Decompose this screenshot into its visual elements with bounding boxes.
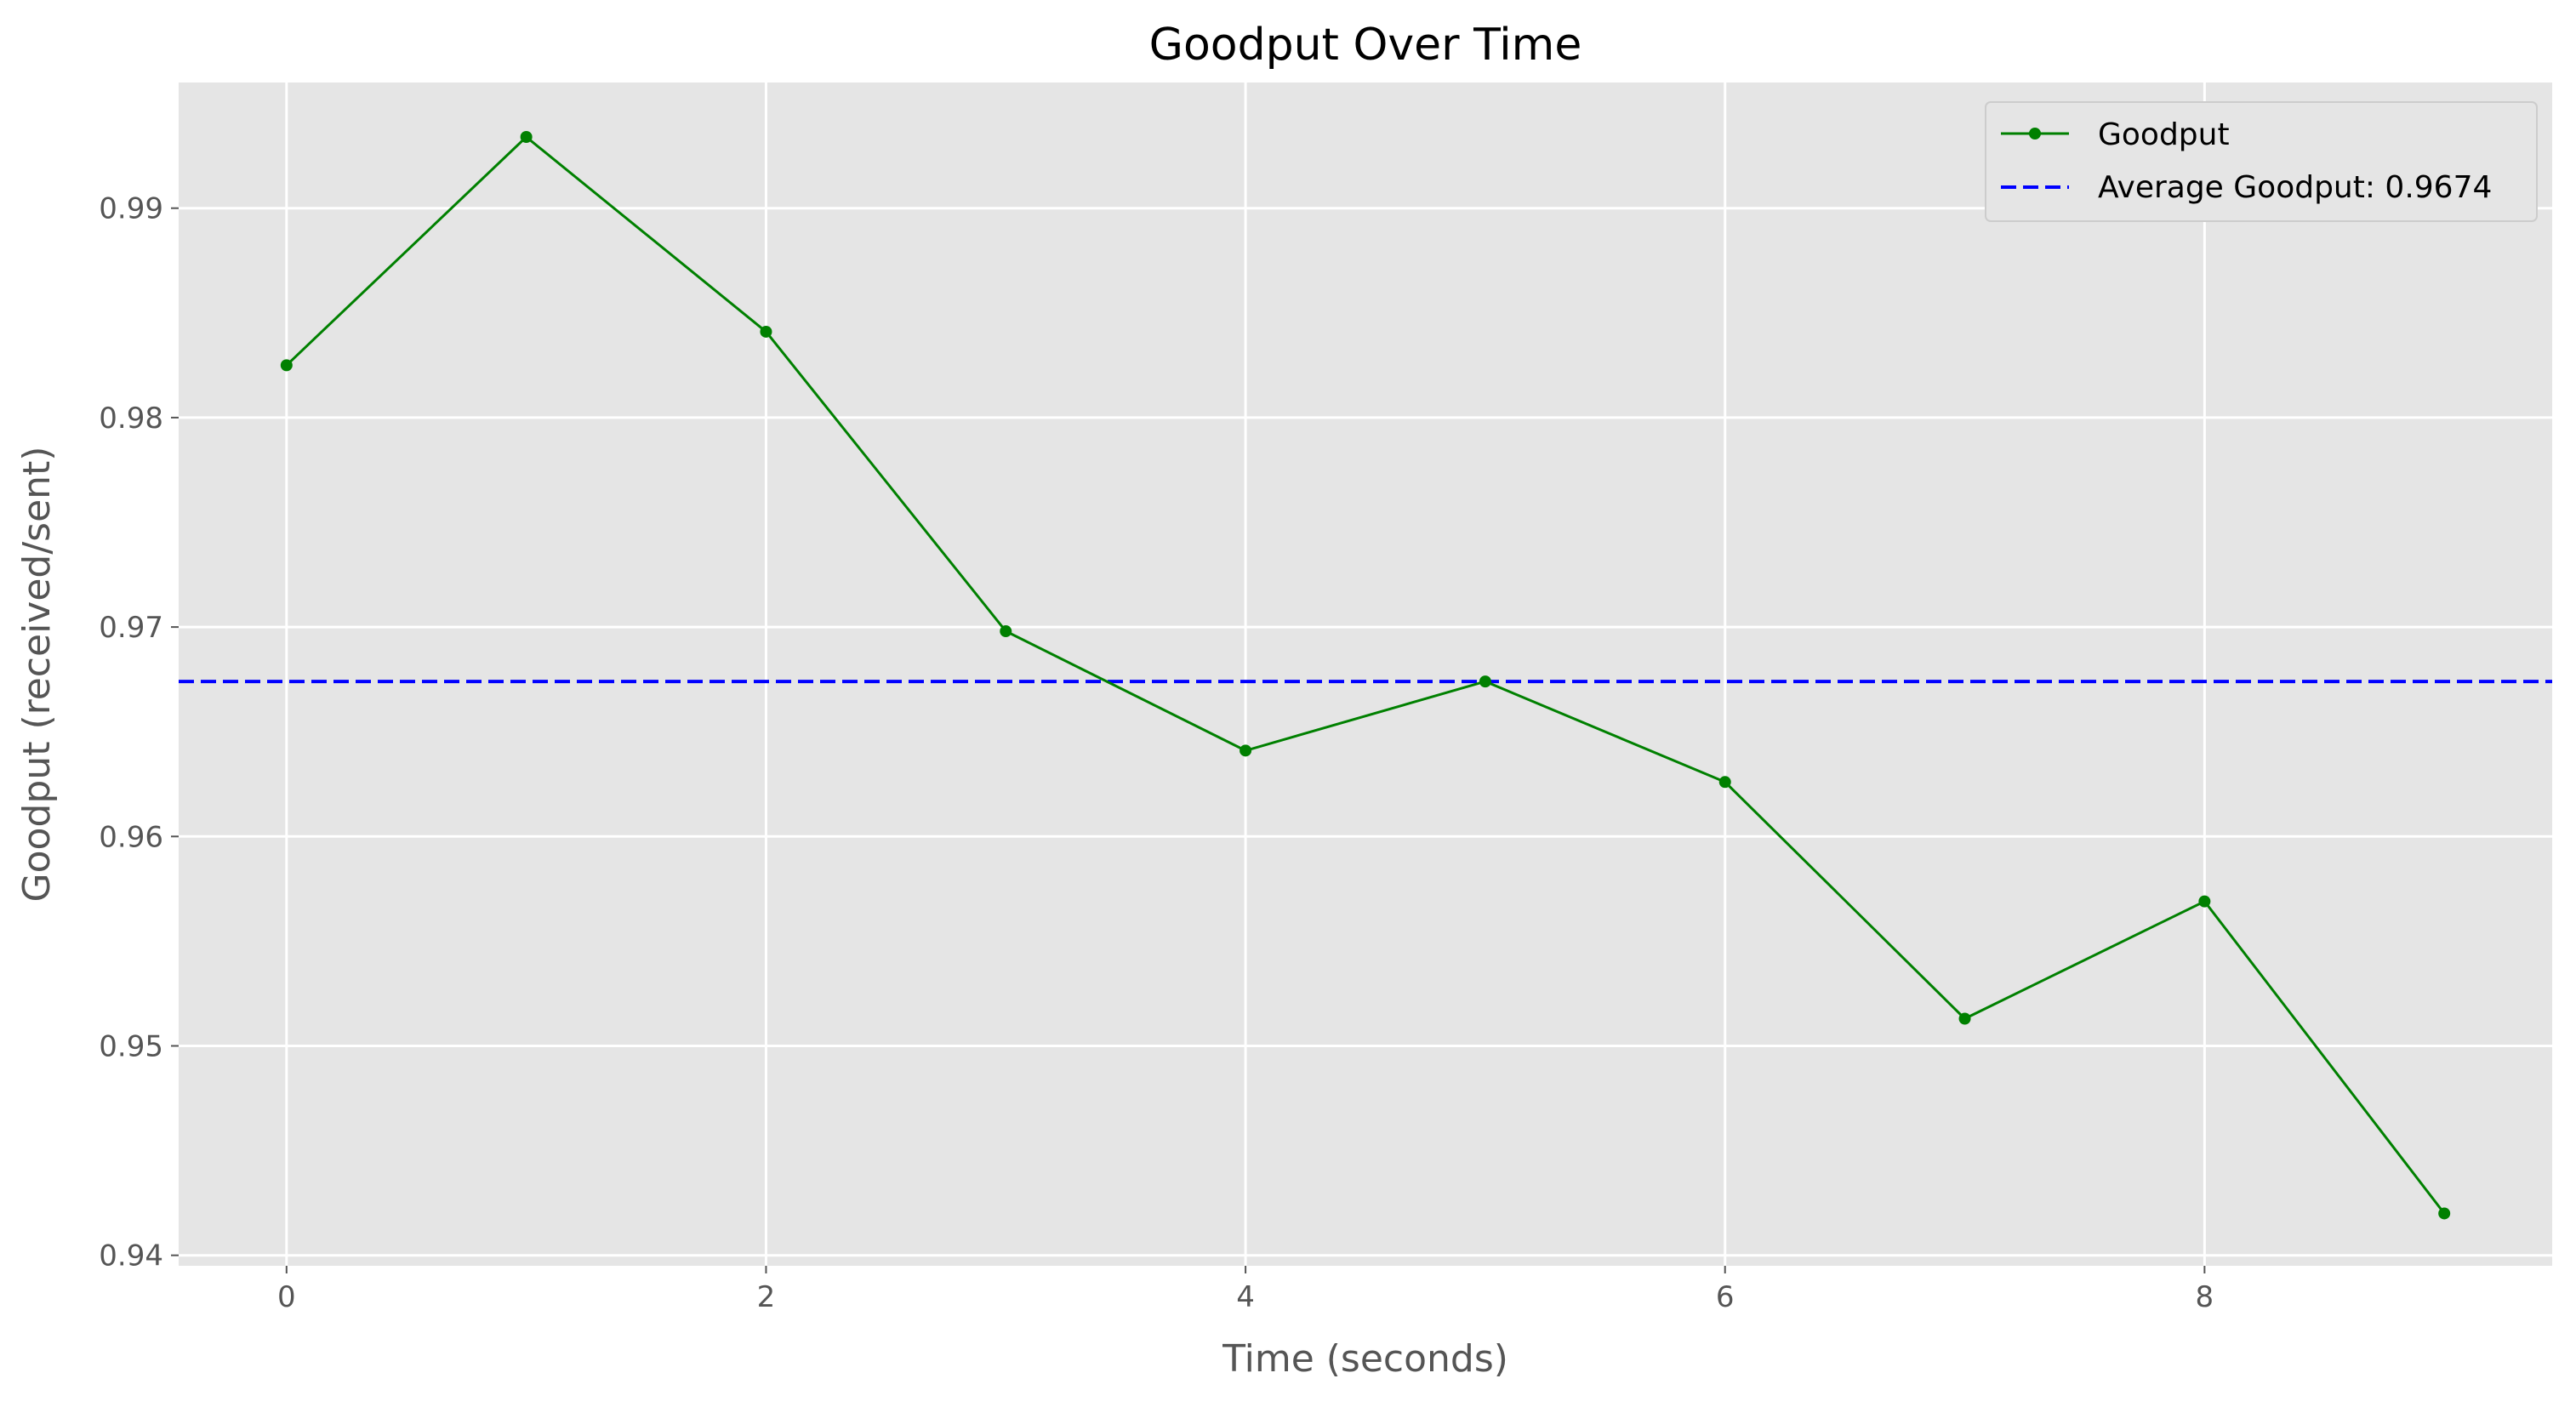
x-tick-label: 0 [277, 1280, 296, 1314]
legend-box [1985, 101, 2538, 222]
y-tick-label: 0.94 [99, 1239, 163, 1273]
y-tick-label: 0.99 [99, 192, 163, 226]
legend-goodput-marker [2029, 128, 2041, 140]
goodput-series-line [285, 135, 2446, 1215]
y-tick-label: 0.96 [99, 820, 163, 854]
y-tick-label: 0.97 [99, 611, 163, 645]
goodput-point [2438, 1207, 2451, 1220]
plot-area [179, 83, 2552, 1266]
legend-goodput-label: Goodput [2098, 117, 2230, 152]
goodput-point [1958, 1012, 1971, 1025]
x-tick-label: 4 [1236, 1280, 1255, 1314]
goodput-point [2198, 895, 2211, 908]
goodput-point [1718, 776, 1731, 789]
y-axis-ticks: 0.94 0.95 0.96 0.97 0.98 0.99 [99, 192, 179, 1273]
goodput-point [280, 359, 293, 372]
y-tick-label: 0.95 [99, 1029, 163, 1063]
legend: Goodput Average Goodput: 0.9674 [1985, 101, 2538, 222]
chart-title: Goodput Over Time [1149, 20, 1582, 71]
goodput-point [520, 131, 533, 144]
x-tick-label: 8 [2196, 1280, 2214, 1314]
goodput-point [1240, 744, 1252, 757]
series-layer [280, 131, 2451, 1220]
x-tick-label: 6 [1716, 1280, 1735, 1314]
x-axis-ticks: 0 2 4 6 8 [277, 1266, 2214, 1314]
legend-average-label: Average Goodput: 0.9674 [2098, 170, 2492, 205]
x-tick-label: 2 [757, 1280, 776, 1314]
y-tick-label: 0.98 [99, 402, 163, 436]
goodput-point [760, 325, 772, 338]
goodput-point [1479, 675, 1491, 688]
y-axis-label: Goodput (received/sent) [15, 447, 59, 903]
x-axis-label: Time (seconds) [1222, 1337, 1508, 1381]
goodput-point [1000, 625, 1012, 638]
